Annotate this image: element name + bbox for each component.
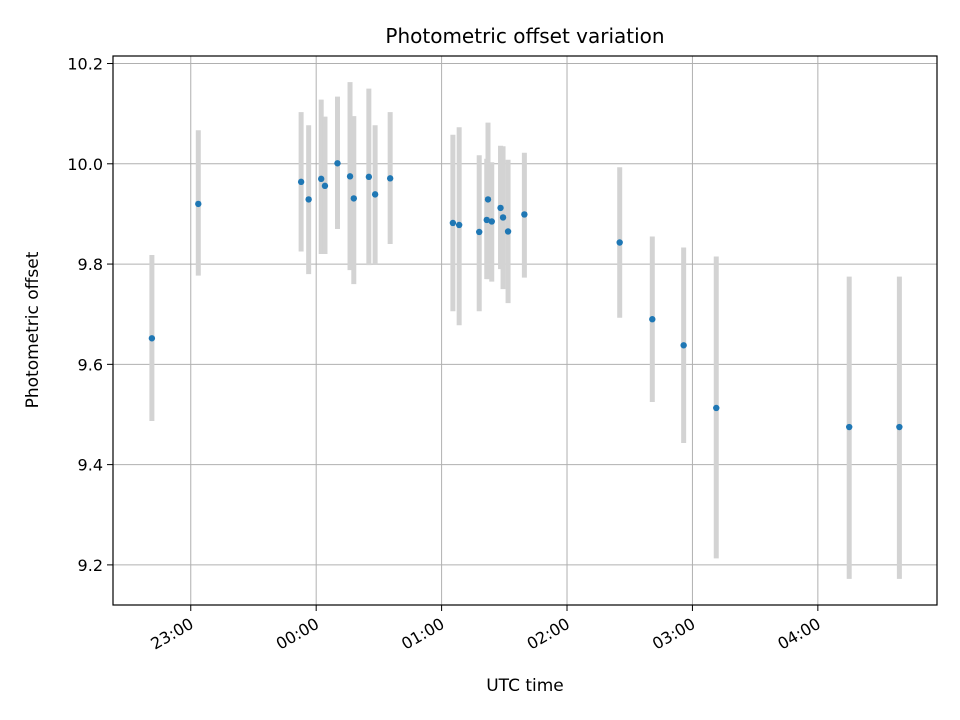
plot-frame xyxy=(112,55,938,606)
data-point xyxy=(317,175,325,183)
data-point xyxy=(371,191,379,198)
data-point xyxy=(195,200,202,208)
data-point xyxy=(321,182,329,190)
data-point xyxy=(521,211,528,218)
data-point xyxy=(449,219,457,227)
data-point xyxy=(680,342,687,349)
data-point xyxy=(846,423,853,431)
y-tick-label: 9.8 xyxy=(78,255,103,274)
y-tick-label: 9.4 xyxy=(78,456,103,475)
y-tick-label: 10.0 xyxy=(67,155,103,174)
y-tick-label: 9.2 xyxy=(78,556,103,575)
data-point xyxy=(499,214,507,221)
data-point xyxy=(386,175,394,182)
grid-lines xyxy=(113,56,937,605)
data-point xyxy=(297,178,305,186)
data-point xyxy=(616,239,623,246)
data-point xyxy=(713,404,720,412)
data-point xyxy=(497,204,504,212)
data-points xyxy=(148,160,903,431)
data-point xyxy=(484,196,492,203)
data-point xyxy=(455,221,463,229)
x-axis-label: UTC time xyxy=(486,676,564,696)
data-point xyxy=(334,160,341,167)
data-point xyxy=(350,195,358,202)
data-point xyxy=(504,228,512,235)
data-point xyxy=(476,228,483,236)
y-axis-ticks: 9.2 9.4 9.6 9.8 10.0 10.2 xyxy=(67,55,113,575)
data-point xyxy=(488,218,495,225)
data-point xyxy=(649,316,656,323)
y-tick-label: 10.2 xyxy=(67,55,103,74)
data-point xyxy=(896,423,903,431)
data-point xyxy=(483,216,490,224)
chart-title: Photometric offset variation xyxy=(385,24,664,48)
data-point xyxy=(365,173,373,181)
y-axis-label: Photometric offset xyxy=(23,251,43,408)
y-tick-label: 9.6 xyxy=(78,355,103,374)
data-point xyxy=(346,173,354,180)
data-point xyxy=(305,196,312,203)
data-point xyxy=(148,335,156,342)
